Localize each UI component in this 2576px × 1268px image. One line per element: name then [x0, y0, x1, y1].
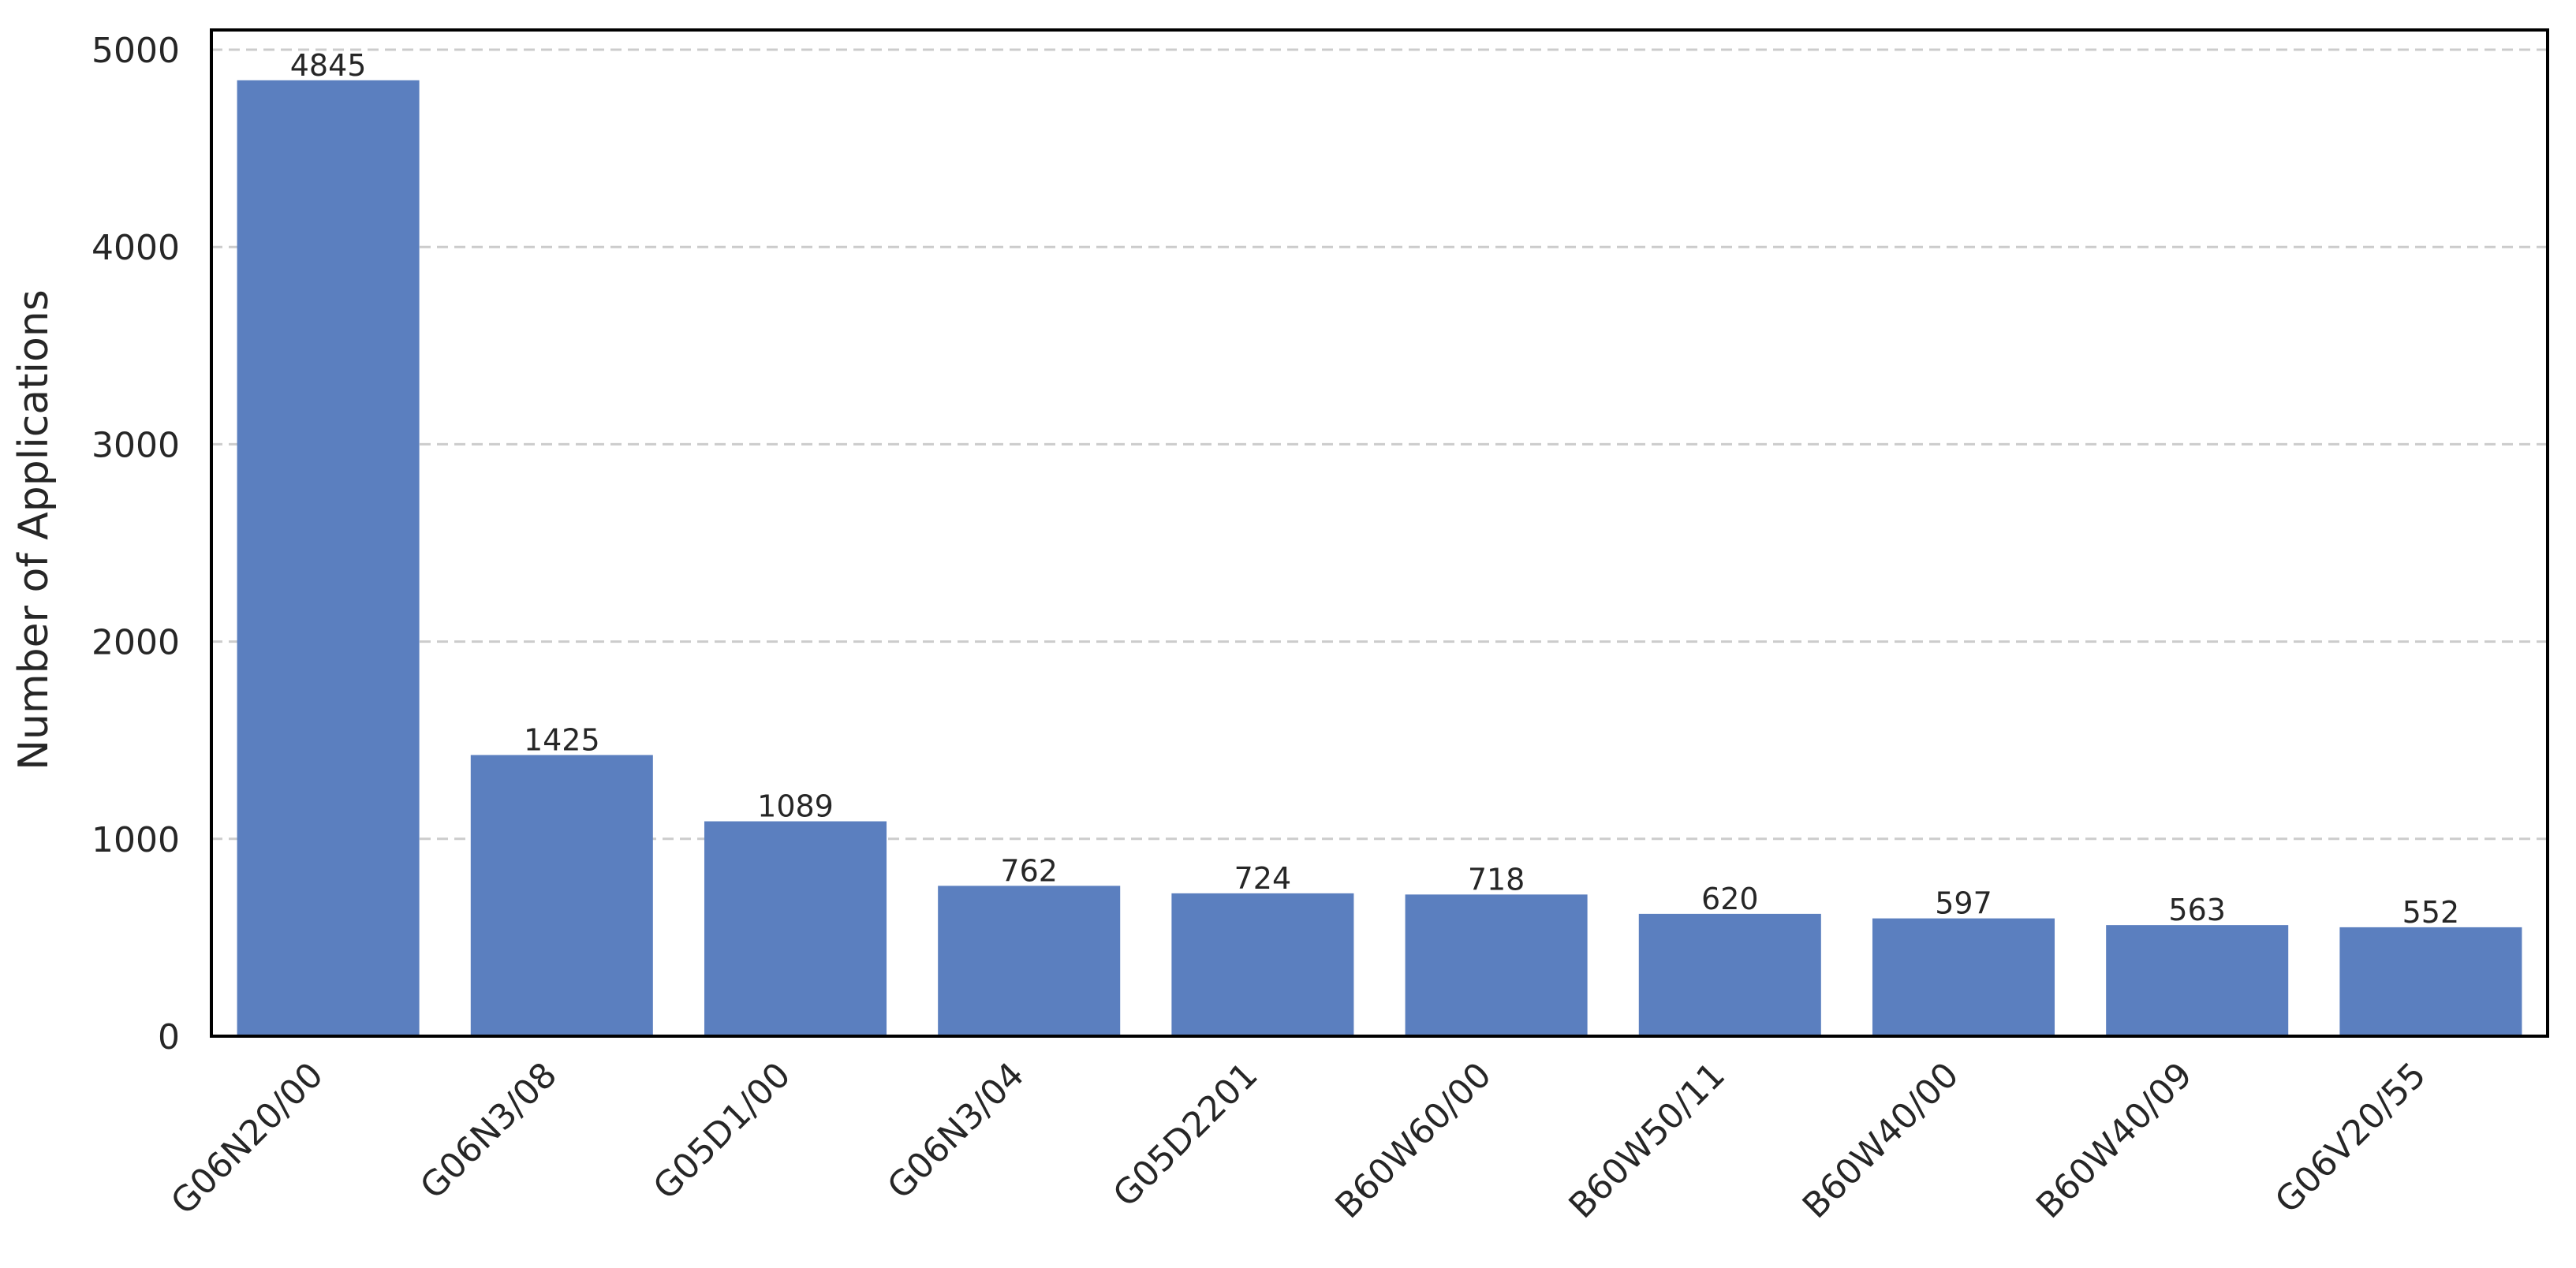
bars	[237, 80, 2522, 1036]
bar-value-label: 563	[2168, 893, 2226, 927]
y-tick-label: 0	[158, 1017, 180, 1057]
bar	[704, 821, 887, 1036]
bar-value-label: 620	[1701, 882, 1759, 916]
bar	[1638, 913, 1821, 1036]
bar-value-label: 597	[1935, 886, 1992, 921]
y-tick-label: 5000	[91, 31, 180, 71]
bar-value-label: 718	[1468, 862, 1525, 897]
y-tick-label: 2000	[91, 623, 180, 663]
y-axis-label: Number of Applications	[10, 289, 58, 770]
bar	[2106, 925, 2289, 1036]
bar-value-labels: 4845 1425 1089 762 724 718 620 597 563 552	[290, 48, 2459, 930]
bar-value-label: 1089	[757, 789, 834, 824]
bar	[470, 755, 653, 1036]
y-tick-label: 3000	[91, 425, 180, 465]
bar	[1405, 894, 1588, 1036]
bar	[237, 80, 420, 1036]
bar-value-label: 1425	[524, 722, 600, 757]
bar	[2339, 927, 2522, 1036]
bar	[1872, 918, 2055, 1036]
bar	[938, 886, 1121, 1036]
bar-value-label: 552	[2402, 895, 2460, 930]
bar-value-label: 4845	[290, 48, 367, 83]
plot-frame	[210, 28, 2549, 1038]
bar-value-label: 762	[1000, 853, 1058, 888]
bar	[1171, 893, 1354, 1036]
y-tick-label: 4000	[91, 228, 180, 268]
y-tick-label: 1000	[91, 820, 180, 860]
bar-value-label: 724	[1234, 861, 1292, 896]
y-tick-labels: 0 1000 2000 3000 4000 5000	[91, 31, 180, 1057]
